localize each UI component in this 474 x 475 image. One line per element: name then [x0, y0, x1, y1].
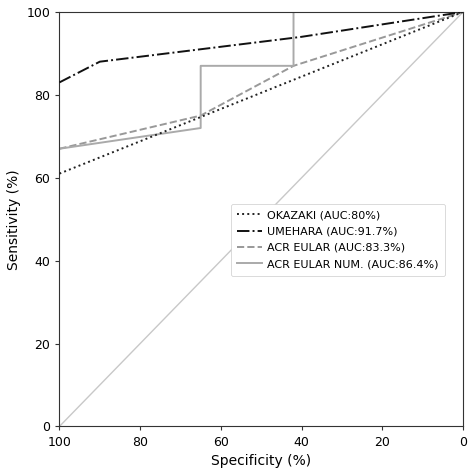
- Line: UMEHARA (AUC:91.7%): UMEHARA (AUC:91.7%): [59, 12, 463, 83]
- Legend: OKAZAKI (AUC:80%), UMEHARA (AUC:91.7%), ACR EULAR (AUC:83.3%), ACR EULAR NUM. (A: OKAZAKI (AUC:80%), UMEHARA (AUC:91.7%), …: [230, 204, 446, 276]
- ACR EULAR NUM. (AUC:86.4%): [198, 63, 203, 69]
- ACR EULAR (AUC:83.3%): [291, 63, 296, 69]
- UMEHARA (AUC:91.7%): [460, 9, 466, 15]
- ACR EULAR (AUC:83.3%): [56, 146, 62, 152]
- ACR EULAR NUM. (AUC:86.4%): [56, 146, 62, 152]
- Y-axis label: Sensitivity (%): Sensitivity (%): [7, 169, 21, 269]
- Line: ACR EULAR (AUC:83.3%): ACR EULAR (AUC:83.3%): [59, 12, 463, 149]
- X-axis label: Specificity (%): Specificity (%): [211, 454, 311, 468]
- ACR EULAR NUM. (AUC:86.4%): [291, 63, 296, 69]
- UMEHARA (AUC:91.7%): [299, 34, 304, 40]
- UMEHARA (AUC:91.7%): [56, 80, 62, 86]
- UMEHARA (AUC:91.7%): [97, 59, 102, 65]
- ACR EULAR (AUC:83.3%): [198, 113, 203, 118]
- ACR EULAR (AUC:83.3%): [460, 9, 466, 15]
- ACR EULAR NUM. (AUC:86.4%): [198, 125, 203, 131]
- ACR EULAR NUM. (AUC:86.4%): [291, 9, 296, 15]
- Line: ACR EULAR NUM. (AUC:86.4%): ACR EULAR NUM. (AUC:86.4%): [59, 12, 463, 149]
- ACR EULAR NUM. (AUC:86.4%): [460, 9, 466, 15]
